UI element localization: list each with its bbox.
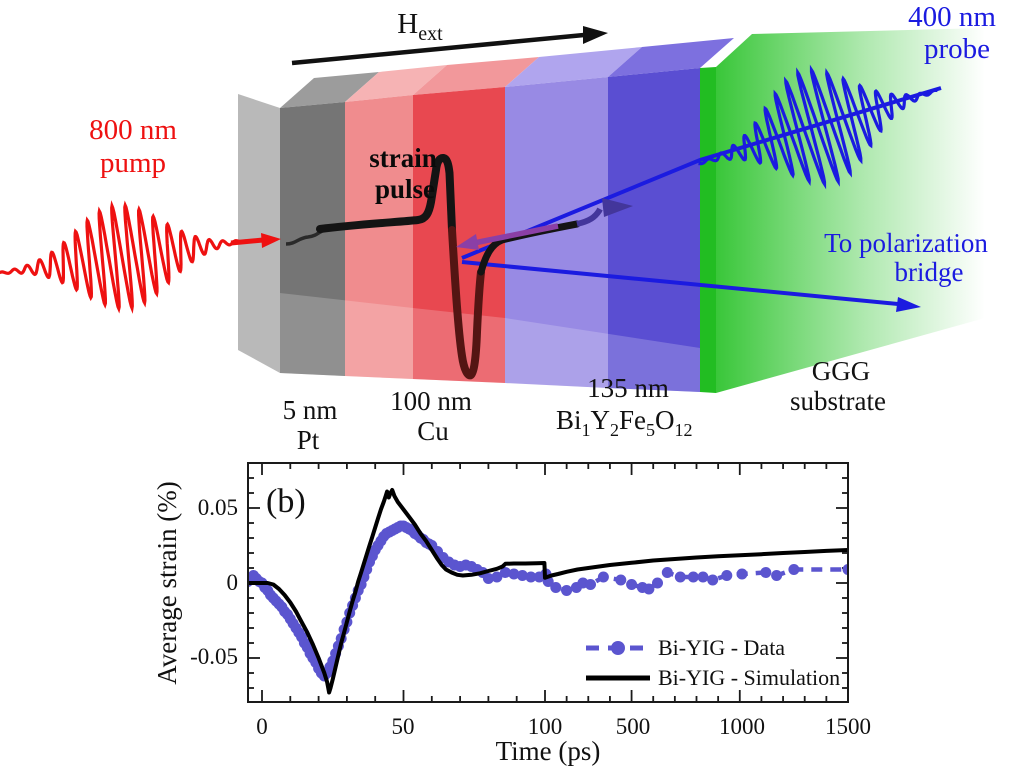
pump-arrowhead-icon [261, 233, 281, 248]
pt-top-face [280, 72, 379, 108]
strain-label-line1: strain [369, 143, 437, 173]
y-tick-label-m005: -0.05 [190, 644, 238, 669]
data-point [626, 579, 638, 590]
pump-label-line1: 800 nm [89, 114, 177, 146]
x-tick-label-500: 500 [616, 714, 651, 739]
strain-entry-line [285, 229, 323, 246]
strain-pulse-line [316, 153, 456, 234]
data-point [721, 570, 733, 581]
ggg-caption-line1: GGG [812, 356, 871, 386]
plot-box [247, 462, 849, 703]
y-tick-label-0: 0 [227, 570, 239, 595]
ggg-edge [700, 67, 716, 393]
probe-outgoing-arrowhead-icon [896, 297, 921, 312]
panel-label: (b) [266, 483, 306, 520]
data-point [643, 583, 655, 595]
chart-series [247, 488, 849, 695]
cu-side-top-face [345, 65, 447, 102]
x-tick-label-50: 50 [392, 714, 415, 739]
data-point [525, 571, 537, 583]
pt-side-face [238, 94, 280, 373]
biyig-front-face [608, 68, 700, 392]
data-point [508, 568, 520, 580]
legend-sim-label: Bi-YIG - Simulation [658, 665, 840, 690]
data-point [687, 571, 699, 583]
data-point [516, 570, 528, 581]
strain-chart: (b) Time (ps) Average strain (%) 0 50 10… [152, 462, 871, 766]
strain-pulse-trough [448, 226, 485, 380]
biyig-side-top-face [505, 47, 642, 87]
probe-wave-packet [698, 64, 938, 190]
pump-label-line2: pump [100, 147, 166, 179]
y-axis-title: Average strain (%) [152, 481, 182, 684]
chart-legend: Bi-YIG - Data Bi-YIG - Simulation [586, 635, 840, 690]
probe-incoming-line [461, 86, 942, 260]
data-point [499, 567, 511, 578]
data-point [771, 570, 783, 581]
data-point [697, 571, 709, 583]
x-tick-label-1000: 1000 [719, 714, 765, 739]
hext-label: Hext [397, 8, 443, 45]
data-point [491, 571, 503, 583]
x-tick-label-0: 0 [256, 714, 268, 739]
hext-arrowhead-icon [583, 26, 608, 44]
data-point [550, 582, 562, 593]
pump-wave-packet [0, 200, 247, 314]
ggg-caption-line2: substrate [790, 386, 886, 416]
pt-front-face [280, 102, 345, 376]
sample-schematic: Hext 800 nm pump 400 nm probe strain pul… [0, 1, 996, 455]
legend-data-marker [611, 641, 625, 655]
y-tick-label-005: 0.05 [198, 495, 238, 520]
polarization-label-line1: To polarization [824, 228, 988, 258]
polarization-label-line2: bridge [895, 257, 964, 287]
x-axis-title: Time (ps) [496, 736, 601, 766]
pump-packet-waveform [0, 200, 247, 314]
data-point [760, 567, 772, 578]
cu-caption-thickness: 100 nm [390, 386, 472, 416]
data-point [736, 568, 748, 580]
x-tick-label-100: 100 [528, 714, 563, 739]
probe-label-line1: 400 nm [908, 1, 996, 33]
transmit-arrowhead-icon [602, 198, 633, 217]
x-tick-label-1500: 1500 [825, 714, 871, 739]
strain-label-line2: pulse [375, 174, 435, 204]
data-point [661, 567, 673, 578]
cu-top-face [413, 57, 539, 95]
biyig-top-face [608, 38, 734, 77]
biyig-caption-formula: Bi1Y2Fe5O12 [556, 405, 693, 440]
legend-data-label: Bi-YIG - Data [658, 635, 785, 660]
probe-outgoing-line [461, 260, 899, 306]
pump-arrow [230, 237, 264, 246]
cu-caption-material: Cu [417, 416, 449, 446]
biyig-caption-thickness: 135 nm [587, 373, 669, 403]
slab-bottom-face [280, 293, 700, 392]
biyig-side-face [505, 77, 608, 388]
data-point [561, 585, 573, 596]
pt-caption-material: Pt [297, 425, 320, 455]
ggg-substrate-gradient [716, 28, 985, 393]
data-point [652, 577, 663, 589]
reflect-arrowhead-icon [456, 234, 479, 250]
transmit-arrow [576, 207, 603, 227]
hext-arrow [291, 32, 585, 66]
pt-caption-thickness: 5 nm [283, 395, 338, 425]
data-point [597, 571, 609, 583]
simulation-series-line [247, 488, 849, 695]
data-point [674, 571, 686, 583]
data-point [788, 564, 800, 575]
data-point [615, 574, 627, 586]
data-point [482, 573, 494, 584]
reflect-arrow [473, 223, 559, 246]
cu-side-face [345, 95, 413, 379]
data-point [707, 574, 719, 586]
data-point [585, 579, 596, 590]
probe-label-line2: probe [924, 33, 990, 65]
probe-packet-waveform [698, 64, 938, 190]
